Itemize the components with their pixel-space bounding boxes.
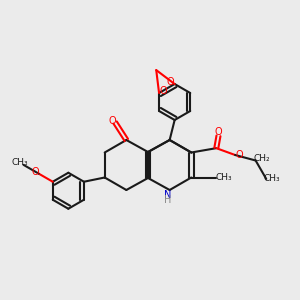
Text: CH₃: CH₃ (216, 173, 232, 182)
Text: O: O (215, 127, 222, 137)
Text: O: O (167, 77, 175, 87)
Text: N: N (164, 190, 171, 200)
Text: CH₃: CH₃ (11, 158, 28, 167)
Text: CH₃: CH₃ (264, 174, 280, 183)
Text: O: O (32, 167, 40, 177)
Text: CH₂: CH₂ (253, 154, 270, 163)
Text: O: O (235, 150, 243, 160)
Text: O: O (108, 116, 116, 127)
Text: O: O (159, 86, 167, 96)
Text: H: H (164, 195, 171, 205)
